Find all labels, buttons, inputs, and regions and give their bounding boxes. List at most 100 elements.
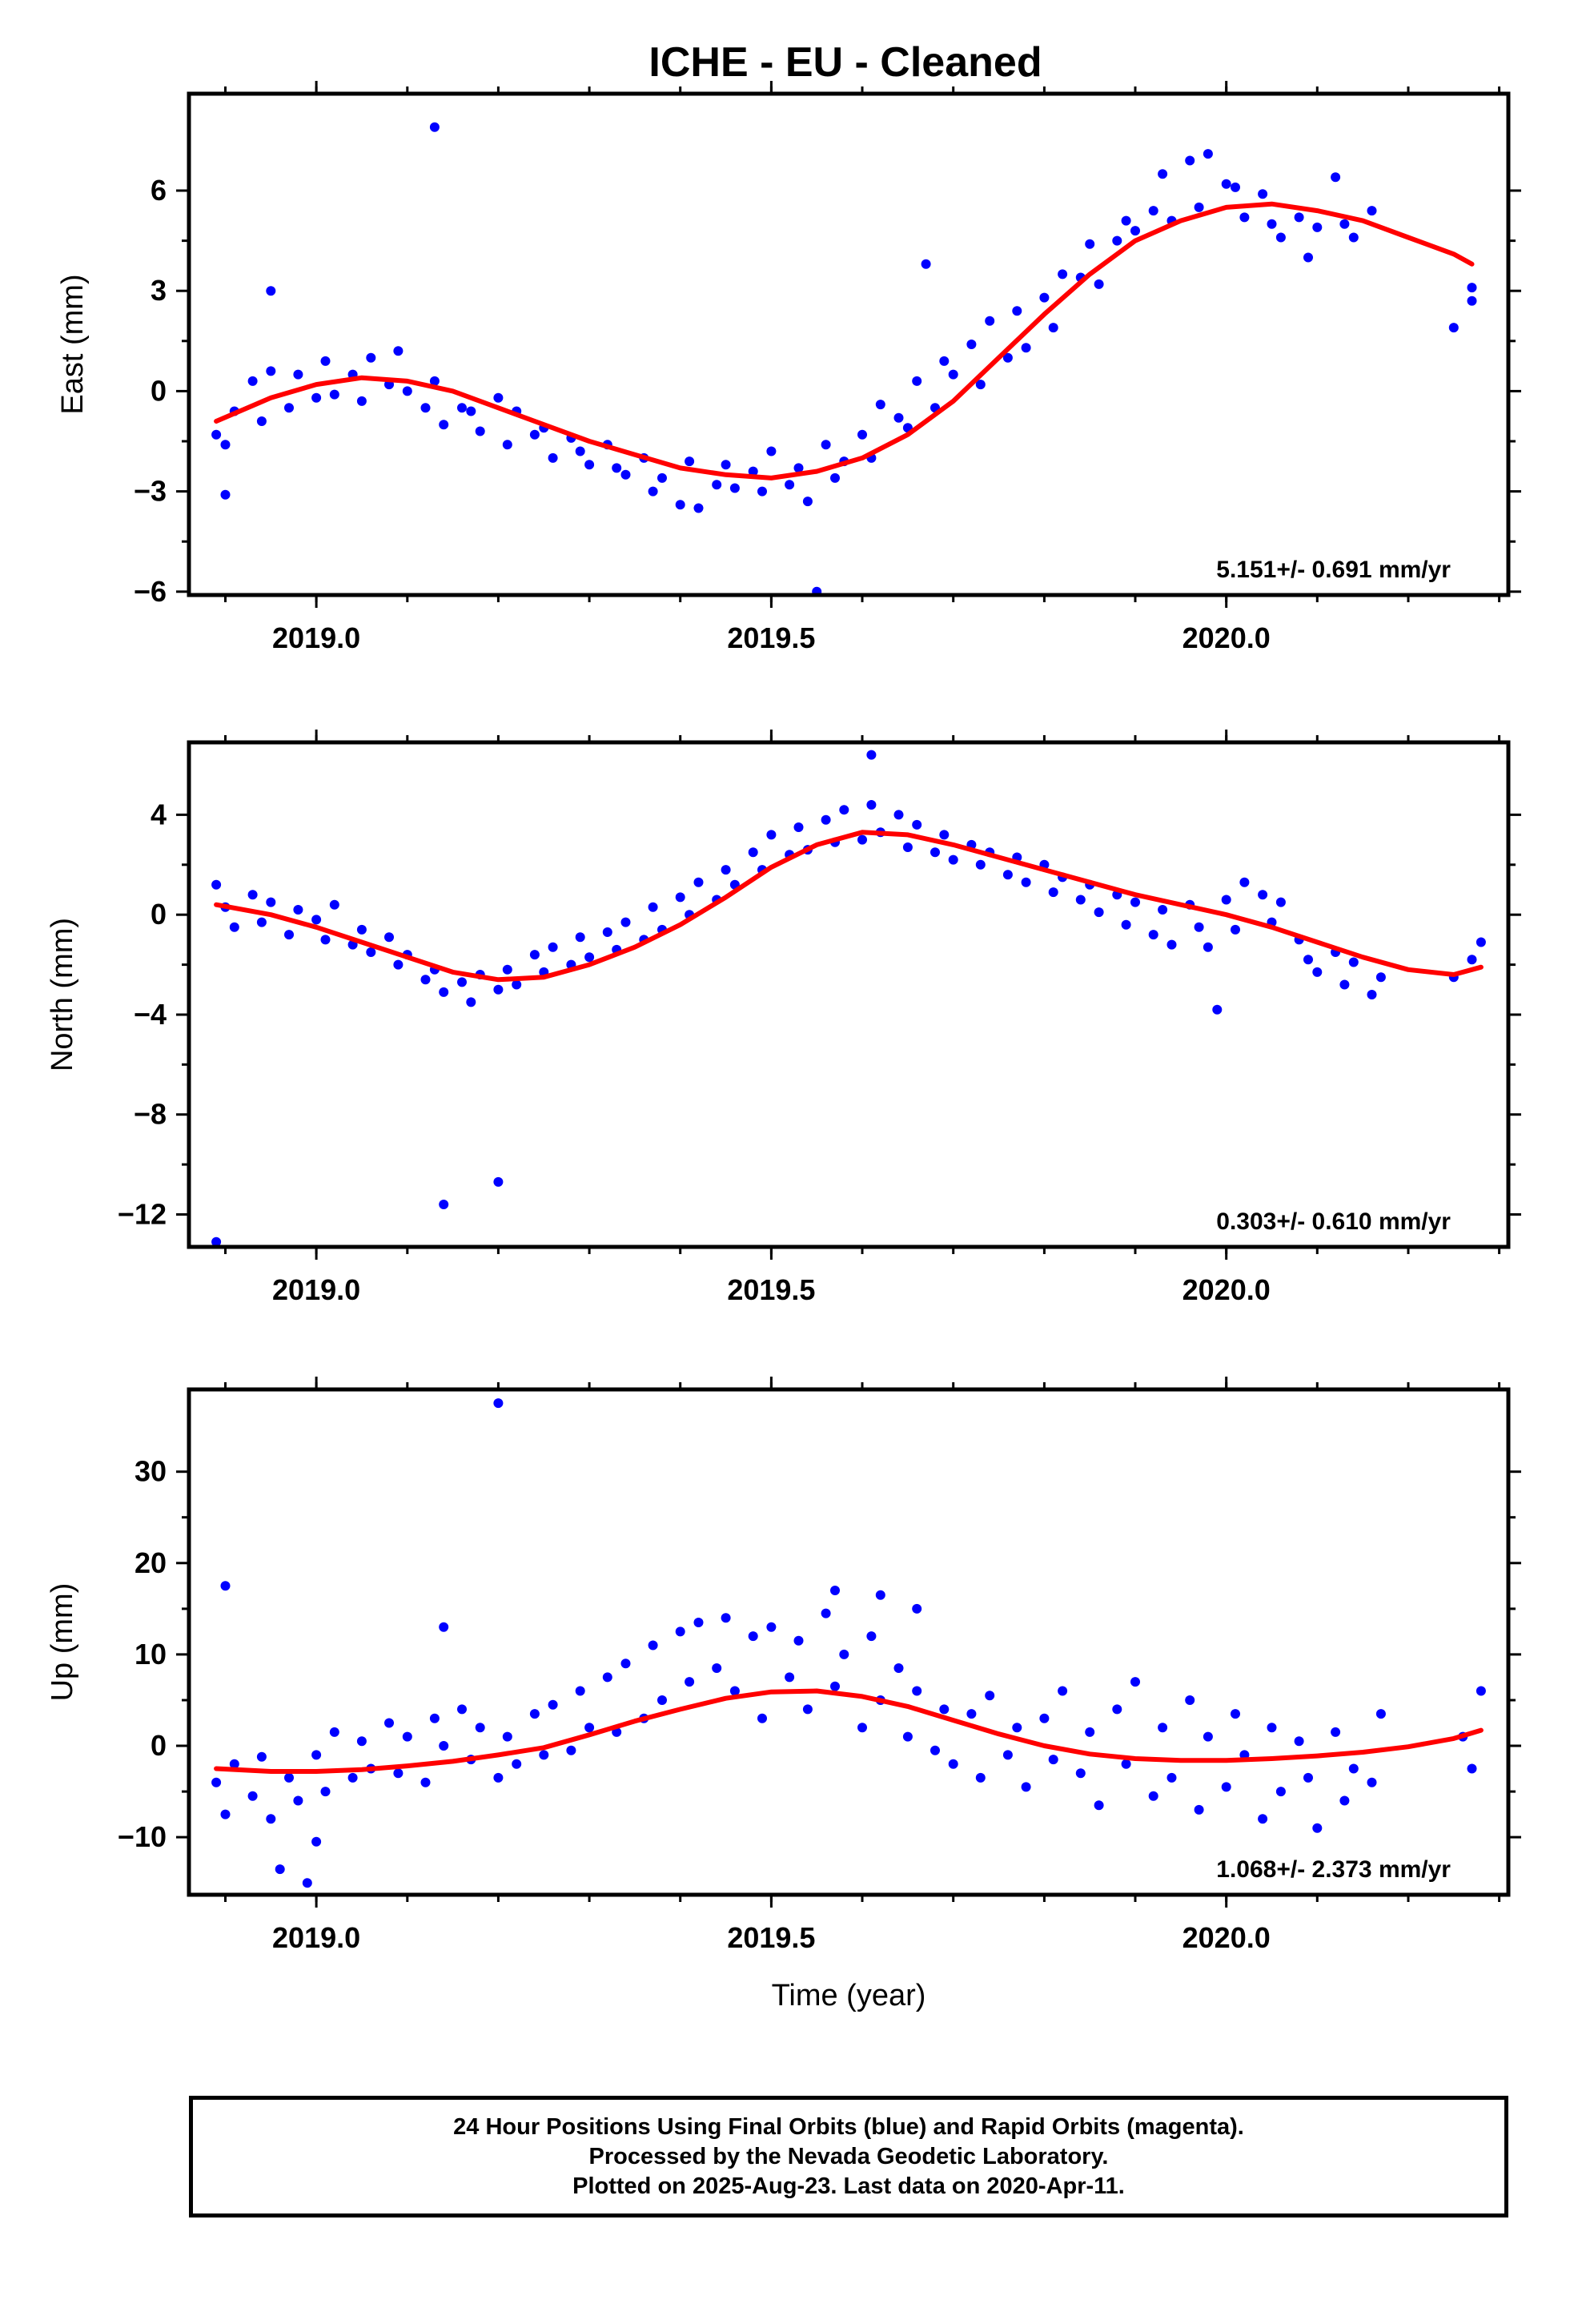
data-point	[793, 1635, 804, 1646]
data-point	[821, 440, 831, 450]
data-point	[1367, 206, 1377, 216]
data-point	[329, 899, 339, 910]
data-point	[1258, 1814, 1268, 1824]
data-point	[512, 979, 522, 990]
data-point	[429, 122, 440, 132]
y-axis-label: North (mm)	[46, 918, 79, 1072]
data-point	[1012, 306, 1022, 316]
data-point	[602, 1672, 612, 1683]
data-point	[266, 286, 276, 296]
y-tick-label: 20	[135, 1546, 167, 1579]
data-point	[1221, 179, 1231, 189]
data-point	[1021, 343, 1031, 353]
data-point	[329, 389, 339, 400]
data-point	[1130, 897, 1140, 907]
data-point	[1267, 219, 1277, 229]
data-point	[693, 503, 704, 513]
y-tick-label: 0	[151, 898, 167, 931]
data-point	[1194, 922, 1204, 932]
data-point	[675, 892, 685, 903]
data-point	[439, 1741, 449, 1751]
data-point	[721, 865, 731, 875]
x-tick-label: 2019.0	[272, 1273, 360, 1306]
data-point	[1112, 1704, 1122, 1715]
data-point	[539, 1750, 549, 1760]
data-point	[1303, 1772, 1313, 1783]
data-point	[1148, 1791, 1158, 1801]
data-point	[1002, 352, 1013, 363]
data-point	[1002, 1750, 1013, 1760]
footer-box: 24 Hour Positions Using Final Orbits (bl…	[189, 2096, 1508, 2217]
data-point	[793, 463, 804, 473]
data-point	[393, 959, 404, 970]
data-point	[1312, 222, 1323, 232]
data-point	[1367, 990, 1377, 999]
data-point	[1048, 1755, 1058, 1765]
y-tick-label: 3	[151, 274, 167, 307]
data-point	[1021, 1782, 1031, 1792]
data-point	[675, 1626, 685, 1637]
data-point	[1085, 1727, 1095, 1737]
data-point	[502, 440, 512, 450]
data-point	[1258, 189, 1268, 199]
data-point	[475, 426, 485, 436]
data-point	[293, 905, 303, 915]
data-point	[347, 1772, 358, 1783]
data-point	[1039, 1713, 1050, 1723]
data-point	[1231, 924, 1240, 935]
data-point	[757, 486, 767, 497]
data-point	[1185, 155, 1195, 166]
data-point	[1021, 877, 1031, 887]
data-point	[311, 1836, 322, 1847]
data-point	[1231, 1709, 1240, 1719]
data-point	[1375, 972, 1386, 983]
data-point	[821, 1608, 831, 1618]
data-point	[247, 376, 258, 386]
data-point	[356, 924, 367, 935]
data-point	[1039, 292, 1050, 303]
data-point	[1275, 897, 1286, 907]
data-point	[439, 420, 449, 430]
data-point	[256, 917, 267, 927]
data-point	[439, 987, 449, 997]
data-point	[420, 403, 431, 413]
data-point	[948, 854, 958, 865]
data-point	[329, 1727, 339, 1737]
data-point	[548, 942, 558, 952]
data-point	[648, 486, 658, 497]
data-point	[1294, 212, 1304, 223]
data-point	[912, 376, 922, 386]
data-point	[785, 1672, 795, 1683]
footer-line-1: 24 Hour Positions Using Final Orbits (bl…	[453, 2113, 1244, 2140]
x-tick-label: 2019.5	[727, 621, 815, 654]
data-point	[211, 879, 222, 890]
data-point	[1448, 323, 1459, 333]
data-point	[1203, 149, 1213, 159]
data-point	[457, 403, 467, 413]
data-point	[893, 412, 904, 423]
data-point	[548, 1699, 558, 1710]
data-point	[748, 466, 758, 476]
data-point	[620, 469, 631, 480]
data-point	[229, 922, 239, 932]
data-point	[320, 356, 331, 366]
data-point	[1048, 887, 1058, 898]
data-point	[457, 977, 467, 987]
data-point	[866, 750, 877, 760]
data-point	[748, 1631, 758, 1642]
plot-frame	[187, 740, 1511, 1249]
data-point	[912, 1603, 922, 1614]
data-point	[966, 1709, 977, 1719]
data-point	[275, 1864, 285, 1875]
x-tick-label: 2019.5	[727, 1273, 815, 1306]
data-point	[975, 1772, 986, 1783]
data-point	[220, 489, 231, 500]
data-point	[493, 1398, 504, 1409]
data-point	[529, 950, 540, 960]
data-point	[293, 369, 303, 380]
data-point	[384, 932, 394, 943]
y-tick-label: −3	[134, 475, 167, 508]
y-tick-label: 10	[135, 1638, 167, 1671]
rate-label: 0.303+/- 0.610 mm/yr	[1216, 1208, 1451, 1235]
